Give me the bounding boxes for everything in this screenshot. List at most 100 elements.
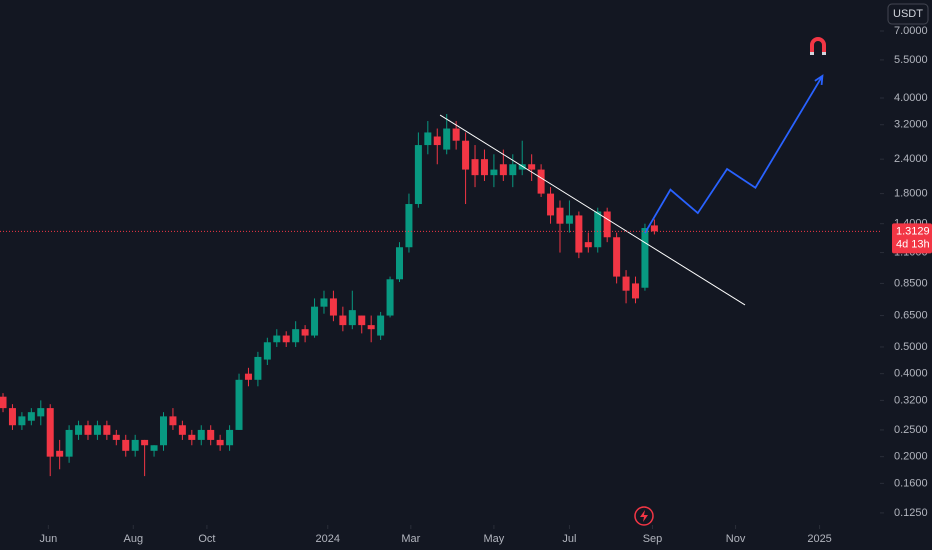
candle-body [603,211,611,238]
candle-body [18,416,26,426]
candle-body [244,373,252,380]
last-price-box [892,223,932,254]
y-tick-label: 0.2000 [894,451,928,463]
candle-body [27,412,35,421]
y-tick-label: 0.2500 [894,424,928,436]
y-tick-label: 5.5000 [894,54,928,66]
candle-body [480,159,488,176]
candle-body [160,416,168,446]
candle-body [141,439,149,446]
currency-button[interactable] [887,3,929,25]
x-tick-label: Aug [124,533,144,545]
candle-body [131,439,139,451]
candle-body [509,164,517,176]
candle-body [405,204,413,248]
lightning-icon[interactable] [634,506,654,526]
y-tick-label: 7.0000 [894,25,928,37]
trendline [439,114,746,306]
candle-body [226,429,234,446]
x-tick-label: Oct [198,533,215,545]
candle-body [93,425,101,435]
projection-line [644,75,824,234]
candle-body [329,298,337,316]
x-tick-label: Nov [726,533,746,545]
candle-body [367,325,375,330]
y-tick-label: 0.4000 [894,368,928,380]
candle-body [443,128,451,150]
candle-body [396,247,404,280]
y-tick-label: 4.0000 [894,92,928,104]
candle-body [613,237,621,277]
candle-body [282,335,290,343]
candle-body [339,315,347,326]
candle-body [471,159,479,176]
currency-label: USDT [893,8,923,20]
candle-body [150,445,158,451]
candle-body [46,408,54,457]
candle-body [537,169,545,194]
candle-body [641,228,649,288]
candle-body [65,429,73,457]
candle-body [37,408,45,417]
candle-body [622,276,630,291]
y-tick-label: 0.1600 [894,477,928,489]
candle-body [650,225,658,232]
candle-body [594,211,602,248]
candle-body [0,396,7,409]
candle-body [433,136,441,146]
y-tick-label: 1.8000 [894,188,928,200]
candle-body [8,408,16,426]
candle-body [254,356,262,380]
x-tick-label: 2024 [316,533,340,545]
candle-body [584,242,592,248]
candle-body [112,434,120,440]
candle-body [358,315,366,326]
candle-body [84,425,92,435]
candle-body [386,279,394,316]
candle-body [292,329,300,343]
candle-body [556,207,564,224]
candle-body [75,425,83,435]
y-tick-label: 0.6500 [894,309,928,321]
candle-body [56,450,64,457]
projection-arrowhead [814,74,824,85]
x-tick-label: Jun [39,533,57,545]
candle-body [122,439,130,451]
candle-body [565,215,573,224]
y-tick-label: 3.2000 [894,119,928,131]
magnet-icon[interactable] [810,37,826,55]
y-tick-label: 2.4000 [894,153,928,165]
y-tick-label: 0.8500 [894,277,928,289]
x-tick-label: Mar [401,533,420,545]
candle-body [490,169,498,176]
candle-body [169,416,177,426]
candle-body [207,429,215,440]
countdown-label: 4d 13h [896,238,930,250]
candle-body [452,128,460,141]
candle-body [197,429,205,440]
last-price-label: 1.3129 [896,225,930,237]
candle-body [235,379,243,430]
candle-body [424,132,432,146]
candle-body [103,425,111,435]
candle-body [216,439,224,446]
candle-body [462,140,470,170]
candle-body [414,145,422,205]
candle-body [377,315,385,336]
candle-body [632,283,640,299]
candle-body [311,306,319,336]
y-tick-label: 0.3200 [894,394,928,406]
candle-body [273,335,281,343]
y-tick-label: 0.5000 [894,341,928,353]
x-tick-label: May [484,533,505,545]
candle-body [188,434,196,440]
candle-body [178,425,186,435]
candle-body [575,215,583,253]
candle-body [528,164,536,170]
x-tick-label: 2025 [807,533,831,545]
candle-body [499,164,507,176]
candle-body [518,164,526,170]
candle-body [301,329,309,336]
